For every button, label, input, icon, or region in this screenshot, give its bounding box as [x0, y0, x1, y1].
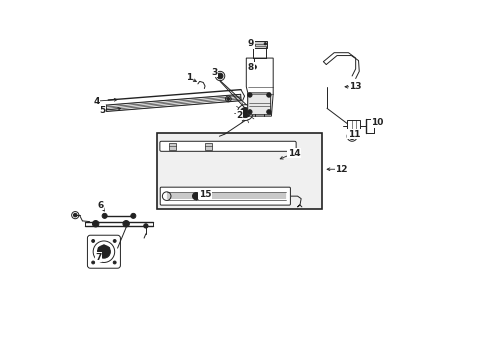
- Circle shape: [143, 224, 148, 228]
- Bar: [204, 143, 212, 150]
- FancyBboxPatch shape: [160, 187, 290, 205]
- Text: 2: 2: [236, 111, 242, 120]
- Text: 11: 11: [347, 130, 359, 139]
- Circle shape: [348, 133, 355, 139]
- FancyBboxPatch shape: [247, 93, 270, 115]
- Circle shape: [102, 213, 107, 219]
- Circle shape: [106, 247, 109, 250]
- Bar: [156, 134, 321, 209]
- Text: 14: 14: [287, 149, 300, 158]
- Circle shape: [102, 245, 105, 248]
- Circle shape: [226, 98, 229, 100]
- Circle shape: [264, 42, 266, 45]
- Circle shape: [266, 110, 270, 114]
- Text: 5: 5: [100, 105, 106, 114]
- Circle shape: [122, 221, 129, 227]
- Circle shape: [113, 261, 116, 264]
- Text: 1: 1: [185, 73, 192, 82]
- Circle shape: [192, 193, 199, 200]
- Circle shape: [240, 108, 250, 118]
- Circle shape: [92, 261, 94, 264]
- Circle shape: [92, 221, 99, 227]
- Text: 12: 12: [334, 165, 347, 174]
- Text: 15: 15: [199, 190, 211, 199]
- Text: 4: 4: [93, 96, 100, 105]
- FancyBboxPatch shape: [87, 235, 120, 268]
- Text: 10: 10: [370, 118, 383, 127]
- Bar: [169, 143, 176, 150]
- Bar: [346, 120, 360, 133]
- Circle shape: [97, 245, 110, 258]
- Bar: [252, 41, 266, 48]
- Text: 6: 6: [97, 201, 103, 210]
- Circle shape: [113, 239, 116, 242]
- Polygon shape: [246, 58, 273, 116]
- Circle shape: [217, 73, 223, 79]
- Circle shape: [266, 93, 270, 97]
- Circle shape: [247, 110, 251, 114]
- Text: 3: 3: [210, 68, 217, 77]
- Text: 8: 8: [247, 63, 254, 72]
- Circle shape: [247, 93, 251, 97]
- Text: 7: 7: [95, 253, 101, 262]
- Circle shape: [251, 65, 256, 69]
- Text: 9: 9: [247, 39, 254, 48]
- Circle shape: [131, 213, 136, 219]
- Text: 13: 13: [349, 82, 361, 91]
- Circle shape: [92, 239, 94, 242]
- Circle shape: [98, 247, 101, 250]
- Circle shape: [73, 213, 77, 217]
- FancyBboxPatch shape: [160, 141, 296, 151]
